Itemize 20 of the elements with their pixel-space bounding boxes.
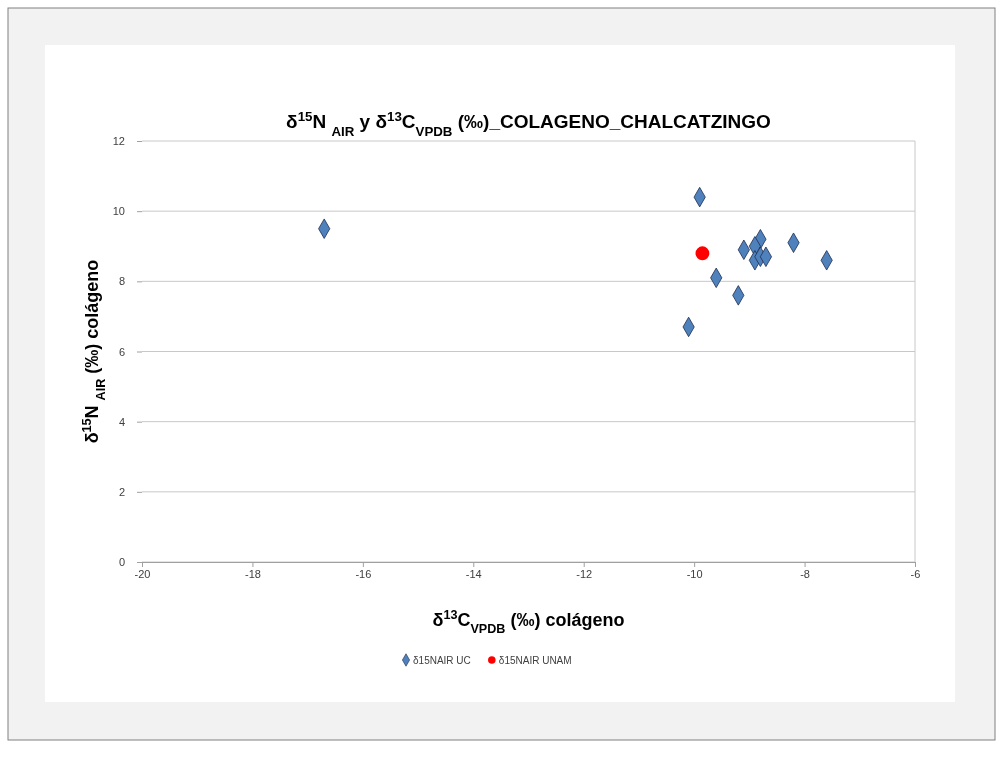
y-tick-label: 12: [112, 135, 125, 148]
y-tick-label: 10: [112, 205, 125, 218]
y-tick-label: 8: [118, 275, 125, 288]
x-tick-label: -6: [910, 567, 921, 580]
y-tick-label: 2: [118, 485, 125, 498]
x-tick-label: -10: [686, 567, 703, 580]
x-tick-label: -14: [465, 567, 482, 580]
legend-label: δ15NAIR UNAM: [498, 655, 572, 666]
x-tick-label: -12: [576, 567, 593, 580]
x-tick-label: -16: [355, 567, 372, 580]
legend-label: δ15NAIR UC: [413, 655, 471, 666]
x-tick-label: -20: [134, 567, 151, 580]
y-tick-label: 6: [118, 345, 125, 358]
point: [695, 246, 710, 261]
chart-title: δ$^{15}$N $_{AIR}$ y δ$^{13}$C$_{VPDB}$ (‰)_COLAGENO_CHALCATZINGO: [286, 108, 771, 139]
y-tick-label: 4: [118, 415, 125, 428]
y-tick-label: 0: [118, 556, 125, 569]
x-tick-label: -18: [244, 567, 261, 580]
x-tick-label: -8: [800, 567, 810, 580]
x-axis-title: δ$^{13}$C$_{VPDB}$ (‰) colágeno: [432, 608, 625, 636]
